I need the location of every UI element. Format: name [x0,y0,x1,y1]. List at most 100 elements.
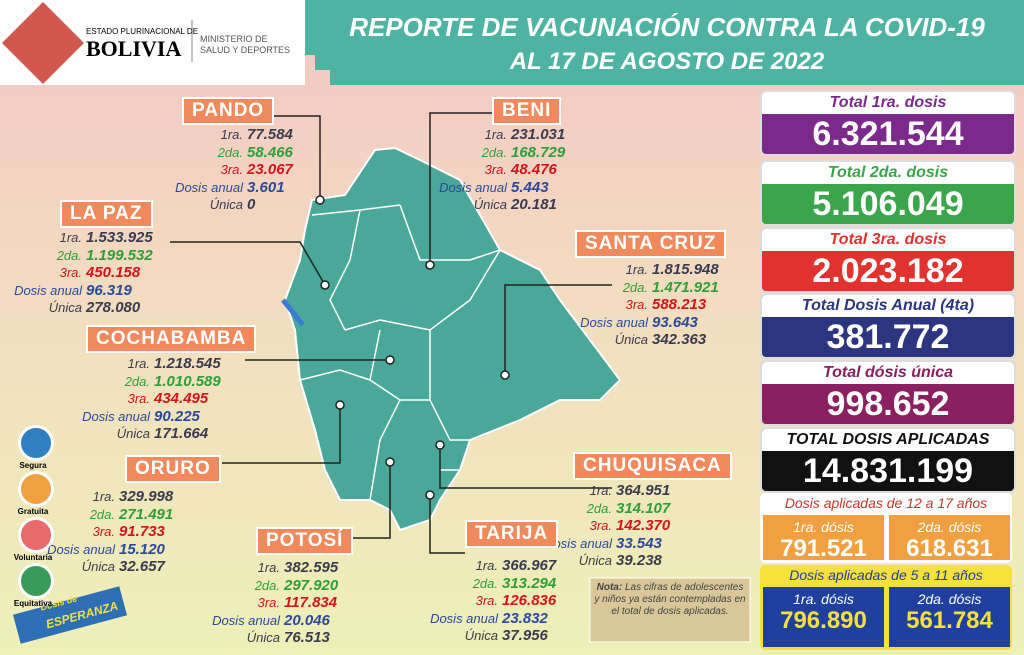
dose-label: 1ra. [257,560,280,575]
dose-row: 1ra. 364.951 [522,482,671,499]
dose-value: 126.836 [502,592,557,609]
dose-value: 314.107 [616,499,671,517]
dose-row: 1ra. 366.967 [408,557,557,574]
dose-row: Dosis anual 90.225 [60,408,200,425]
dose-label: 3ra. [625,297,648,312]
map-bolivia [283,146,622,532]
dose-label: Dosis anual [580,314,648,330]
age-dose-label: 1ra. dósis [793,591,854,607]
age-group-title: Dosis aplicadas de 5 a 11 años [760,565,1012,585]
total-label: Total 3ra. dosis [762,229,1014,251]
leader-dot [500,370,510,380]
dose-value: 23.067 [247,161,293,178]
age-dose-label: 2da. dósis [917,591,982,607]
department-name: POTOSÍ [256,527,354,555]
dose-label: 1ra. [92,489,115,504]
ministry-line1: MINISTERIO DE [200,34,268,44]
total-label: Total dósis única [762,362,1014,384]
age-dose-label: 2da. dósis [917,519,982,535]
dose-row: Única 0 [153,196,256,213]
dose-row: 1ra. 382.595 [190,559,339,576]
dose-row: 1ra. 1.218.545 [60,355,221,372]
dose-value: 117.834 [284,594,338,611]
dose-row: 2da. 313.294 [408,574,557,592]
dose-row: 2da. 271.491 [25,505,174,523]
dose-label: Dosis anual [544,535,612,551]
dose-row: 3ra. 91.733 [25,523,165,540]
dose-value: 37.956 [502,627,548,644]
leader-line [170,241,326,286]
leader-dot [425,260,435,270]
dose-row: Única 39.238 [522,552,662,569]
dose-label: 2da. [586,500,612,516]
logo-mark [1,1,85,85]
total-value: 6.321.544 [812,115,964,153]
dose-value: 1.533.925 [86,229,153,246]
total-value: 998.652 [826,385,950,423]
total-value: 381.772 [826,318,950,356]
total-box: Total 2da. dosis 5.106.049 [760,160,1016,226]
dose-label: 2da. [89,506,115,522]
total-box: Total 1ra. dosis 6.321.544 [760,90,1016,156]
age-dose: 2da. dósis 618.631 [889,515,1010,562]
total-box: TOTAL DOSIS APLICADAS 14.831.199 [760,427,1016,493]
dose-label: Dosis anual [439,179,507,195]
dose-label: 1ra. [59,230,82,245]
dose-row: Única 278.080 [0,299,140,316]
dose-row: Dosis anual 20.046 [190,612,330,629]
dose-value: 278.080 [86,299,141,316]
dose-value: 171.664 [154,425,209,442]
dose-row: 1ra. 77.584 [153,126,293,143]
dose-label: Única [209,197,243,212]
leader-line [429,112,492,265]
dose-row: 3ra. 434.495 [60,390,209,407]
dose-label: 2da. [56,247,82,263]
dose-label: 2da. [217,144,243,160]
leader-line [222,405,341,464]
department-name: BENI [492,97,562,125]
dose-label: Única [473,197,507,212]
subtitle: AL 17 DE AGOSTO DE 2022 [509,48,825,75]
dose-value: 1.815.948 [652,261,719,278]
dose-row: Única 76.513 [190,629,330,646]
dose-label: 3ra. [59,265,82,280]
dose-label: 1ra. [475,558,498,573]
dose-row: 2da. 168.729 [417,143,566,161]
dose-label: 2da. [472,575,498,591]
age-dose-label: 1ra. dósis [793,519,854,535]
dose-value: 168.729 [511,143,566,161]
dose-row: Dosis anual 5.443 [417,179,548,196]
age-dose-value: 618.631 [906,535,993,562]
icon [18,471,54,507]
total-value: 5.106.049 [812,185,964,223]
dose-row: Única 20.181 [417,196,557,213]
dose-value: 434.495 [154,390,209,407]
dose-label: 1ra. [127,356,150,371]
dose-value: 90.225 [154,407,200,425]
leader-dot [315,195,325,205]
icon [18,563,54,599]
logo-line1: ESTADO PLURINACIONAL DE [86,27,199,36]
dose-row: 1ra. 329.998 [25,488,174,505]
dose-label: 2da. [622,279,648,295]
total-label: TOTAL DOSIS APLICADAS [762,429,1014,451]
title: REPORTE DE VACUNACIÓN CONTRA LA COVID-19 [349,12,985,42]
dose-label: 1ra. [484,127,507,142]
dose-row: 1ra. 1.533.925 [0,229,153,246]
dose-row: Dosis anual 96.319 [0,282,132,299]
age-group: Dosis aplicadas de 5 a 11 años 1ra. dósis… [760,565,1012,650]
department-name: SANTA CRUZ [575,230,727,258]
leader-dot [385,457,395,467]
dose-label: Única [614,332,648,347]
dose-label: 3ra. [475,593,498,608]
dose-value: 271.491 [119,505,174,523]
icon-label: Voluntaria [13,553,53,562]
department-name: ORURO [125,455,221,483]
dose-value: 0 [247,196,256,213]
dose-value: 231.031 [511,126,566,143]
dose-value: 329.998 [119,488,174,505]
dose-label: Dosis anual [212,612,280,628]
dose-value: 1.199.532 [86,246,153,264]
dose-value: 313.294 [502,574,557,592]
